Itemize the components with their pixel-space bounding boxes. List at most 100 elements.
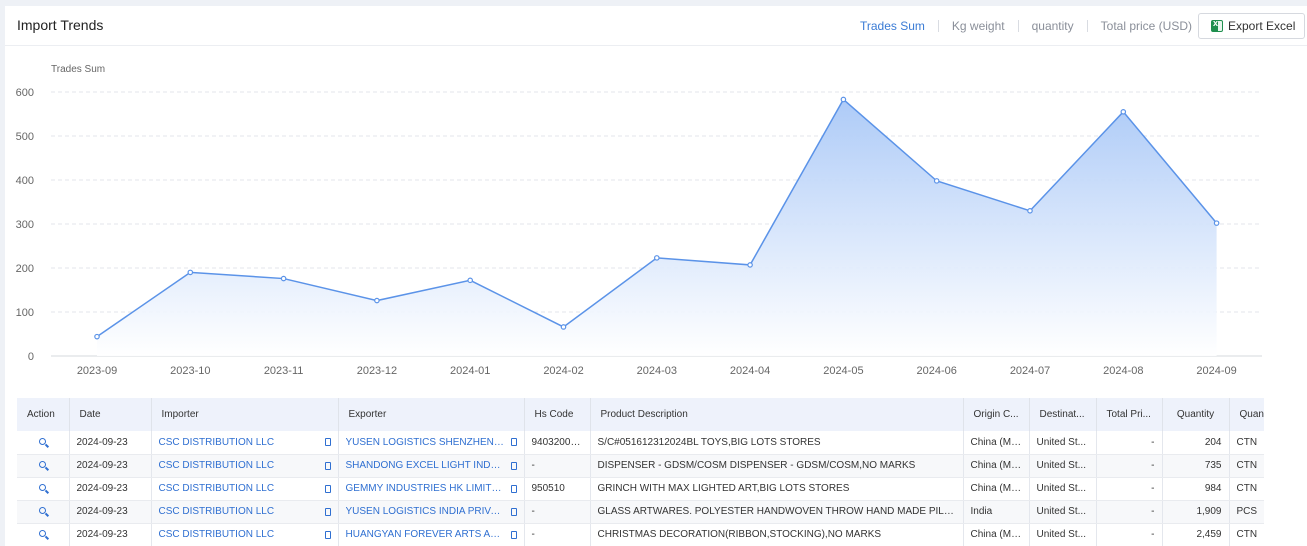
y-tick-label: 300 [16, 219, 34, 231]
exporter-link[interactable]: YUSEN LOGISTICS SHENZHEN C... [345, 436, 505, 448]
importer-cell: CSC DISTRIBUTION LLC [151, 477, 339, 501]
y-tick-label: 200 [16, 263, 34, 275]
search-icon[interactable] [39, 484, 47, 491]
tab-trades-sum[interactable]: Trades Sum [859, 19, 925, 33]
col-date[interactable]: Date [69, 398, 152, 431]
importer-cell: CSC DISTRIBUTION LLC [151, 500, 339, 524]
col-quantity[interactable]: Quantity [1162, 398, 1230, 431]
tab-kg-weight[interactable]: Kg weight [951, 19, 1005, 33]
copy-icon[interactable] [510, 530, 517, 539]
data-point[interactable] [187, 269, 194, 276]
date-cell: 2024-09-23 [69, 500, 152, 524]
trades-sum-chart: Trades Sum 0 100 200 300 400 500 600 2023-09 20… [16, 64, 1262, 377]
copy-icon[interactable] [324, 507, 331, 516]
copy-icon[interactable] [324, 438, 331, 447]
origin-country-cell: China (Ma... [963, 477, 1030, 501]
copy-icon[interactable] [324, 484, 331, 493]
col-exporter[interactable]: Exporter [338, 398, 525, 431]
data-point[interactable] [840, 96, 847, 103]
exporter-cell: HUANGYAN FOREVER ARTS AND... [338, 523, 525, 546]
data-point[interactable] [1027, 208, 1033, 214]
x-tick-label: 2024-08 [1103, 365, 1143, 377]
quantity-unit-cell: PCS [1229, 500, 1264, 524]
x-tick-label: 2024-01 [450, 365, 490, 377]
data-point[interactable] [280, 275, 287, 282]
tab-divider [1017, 20, 1019, 32]
x-tick-label: 2024-03 [637, 365, 677, 377]
destination-cell: United St... [1029, 454, 1097, 478]
exporter-link[interactable]: YUSEN LOGISTICS INDIA PRIVAT... [345, 506, 505, 517]
col-importer[interactable]: Importer [151, 398, 339, 431]
col-origin-country[interactable]: Origin C... [963, 398, 1030, 431]
total-price-cell: - [1096, 454, 1163, 478]
col-action[interactable]: Action [17, 398, 70, 431]
table-row: 2024-09-23 CSC DISTRIBUTION LLC GEMMY INDU… [17, 477, 1264, 501]
page-title: Import Trends [17, 17, 104, 33]
search-icon[interactable] [39, 507, 47, 514]
importer-link[interactable]: CSC DISTRIBUTION LLC [158, 483, 275, 494]
tab-quantity[interactable]: quantity [1031, 19, 1074, 33]
copy-icon[interactable] [510, 438, 517, 447]
search-icon[interactable] [39, 461, 47, 468]
importer-link[interactable]: CSC DISTRIBUTION LLC [158, 460, 275, 471]
destination-cell: United St... [1029, 523, 1097, 546]
importer-link[interactable]: CSC DISTRIBUTION LLC [158, 529, 275, 540]
card-header: Import Trends Trades Sum Kg weight quant… [5, 6, 1307, 46]
search-icon[interactable] [39, 530, 47, 537]
product-description-cell: GRINCH WITH MAX LIGHTED ART,BIG LOTS STO… [590, 477, 964, 501]
col-destination[interactable]: Destinat... [1029, 398, 1097, 431]
data-point[interactable] [467, 277, 474, 284]
table-header-row: Action Date Importer Exporter Hs Code Pr… [17, 398, 1264, 431]
data-point[interactable] [1120, 109, 1127, 115]
importer-link[interactable]: CSC DISTRIBUTION LLC [158, 436, 275, 448]
data-point[interactable] [374, 297, 380, 304]
quantity-cell: 984 [1162, 477, 1230, 501]
col-quantity-unit[interactable]: Quant [1229, 398, 1264, 431]
y-tick-label: 400 [16, 175, 34, 187]
copy-icon[interactable] [510, 507, 517, 516]
shipment-table-wrap: Action Date Importer Exporter Hs Code Pr… [17, 398, 1264, 546]
origin-country-cell: China (Ma... [963, 431, 1030, 455]
exporter-link[interactable]: SHANDONG EXCEL LIGHT INDUS... [345, 460, 505, 471]
copy-icon[interactable] [510, 484, 517, 493]
total-price-cell: - [1096, 500, 1163, 524]
search-icon[interactable] [39, 437, 47, 445]
tab-divider [937, 20, 939, 32]
x-tick-label: 2024-02 [543, 365, 583, 377]
col-hs-code[interactable]: Hs Code [524, 398, 591, 431]
quantity-unit-cell: CTN [1229, 477, 1264, 501]
hs-code-cell: - [524, 454, 591, 478]
exporter-cell: GEMMY INDUSTRIES HK LIMITED [338, 477, 525, 501]
y-tick-label: 500 [16, 131, 34, 143]
total-price-cell: - [1096, 523, 1163, 546]
x-tick-label: 2024-09 [1196, 365, 1236, 377]
action-cell [17, 431, 70, 455]
date-cell: 2024-09-23 [69, 523, 152, 546]
export-excel-button[interactable]: Export Excel [1198, 13, 1305, 39]
copy-icon[interactable] [324, 461, 331, 470]
data-point[interactable] [747, 262, 753, 268]
tab-total-price[interactable]: Total price (USD) [1100, 19, 1192, 33]
data-point[interactable] [94, 333, 100, 340]
importer-link[interactable]: CSC DISTRIBUTION LLC [158, 506, 275, 517]
data-point[interactable] [560, 324, 567, 330]
col-product-description[interactable]: Product Description [590, 398, 964, 431]
quantity-unit-cell: CTN [1229, 454, 1264, 478]
data-point[interactable] [933, 178, 940, 184]
copy-icon[interactable] [324, 530, 331, 539]
exporter-link[interactable]: GEMMY INDUSTRIES HK LIMITED [345, 483, 505, 494]
origin-country-cell: India [963, 500, 1030, 524]
quantity-cell: 735 [1162, 454, 1230, 478]
data-point[interactable] [653, 255, 660, 261]
data-point[interactable] [1213, 220, 1220, 226]
exporter-link[interactable]: HUANGYAN FOREVER ARTS AND... [345, 529, 505, 540]
table-row: 2024-09-23 CSC DISTRIBUTION LLC SHANDONG E… [17, 454, 1264, 478]
x-tick-label: 2023-12 [357, 365, 397, 377]
origin-country-cell: China (Ma... [963, 523, 1030, 546]
destination-cell: United St... [1029, 500, 1097, 524]
import-trends-card: Import Trends Trades Sum Kg weight quant… [5, 6, 1307, 546]
copy-icon[interactable] [510, 461, 517, 470]
x-tick-label: 2024-04 [730, 365, 770, 377]
col-total-price[interactable]: Total Pri... [1096, 398, 1163, 431]
hs-code-cell: 950510 [524, 477, 591, 501]
